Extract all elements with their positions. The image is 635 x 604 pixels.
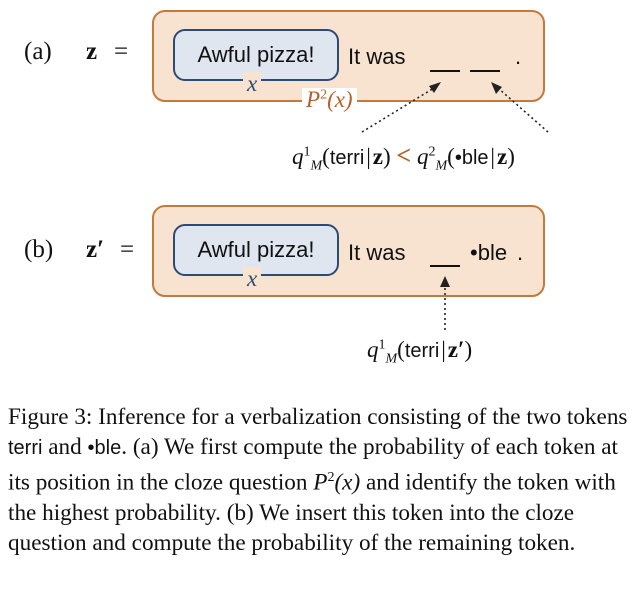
panel-b-equals: = xyxy=(120,236,135,263)
panel-a-input-var: x xyxy=(243,72,262,95)
panel-b-continuation: It was xyxy=(348,240,406,265)
panel-a-continuation: It was xyxy=(348,44,406,69)
panel-a-compare-expr: q1M(terri | z) < q2M(•ble | z) xyxy=(292,141,515,174)
panel-b-period: . xyxy=(517,240,524,265)
less-than-sign: < xyxy=(396,141,412,170)
panel-a-blank-1 xyxy=(430,70,460,72)
arrow-line-1 xyxy=(361,87,435,133)
panel-a-equals: = xyxy=(114,38,129,65)
panel-a-input-text: Awful pizza! xyxy=(197,42,315,67)
panel-b-input-text: Awful pizza! xyxy=(197,237,315,262)
panel-b-arrow xyxy=(440,276,450,330)
panel-a-period: . xyxy=(515,44,522,69)
arrow-line-2 xyxy=(497,87,549,133)
panel-b-filled-token: •ble xyxy=(470,240,508,265)
panel-a-blank-2 xyxy=(470,70,500,72)
panel-a-arrows xyxy=(361,82,549,133)
arrowhead-2 xyxy=(491,82,502,94)
caption-fig-label: Figure 3: xyxy=(8,404,93,430)
caption-token-1: terri xyxy=(8,437,43,459)
panel-a-label: (a) xyxy=(24,38,52,65)
caption-token-2: •ble xyxy=(87,437,122,459)
figure-caption: Figure 3: Inference for a verbalization … xyxy=(8,404,628,556)
panel-b-blank xyxy=(430,265,460,267)
panel-a-z: z xyxy=(86,38,98,65)
panel-b-prob-expr: q1M(terri | z′) xyxy=(367,337,473,367)
arrowhead-1 xyxy=(429,82,441,93)
panel-b-z: z′ xyxy=(86,236,105,263)
panel-a-pattern-label: P2(x) xyxy=(302,87,357,113)
panel-b-input-var: x xyxy=(243,267,262,290)
arrowhead-3 xyxy=(440,276,450,287)
panel-b-label: (b) xyxy=(24,236,54,263)
